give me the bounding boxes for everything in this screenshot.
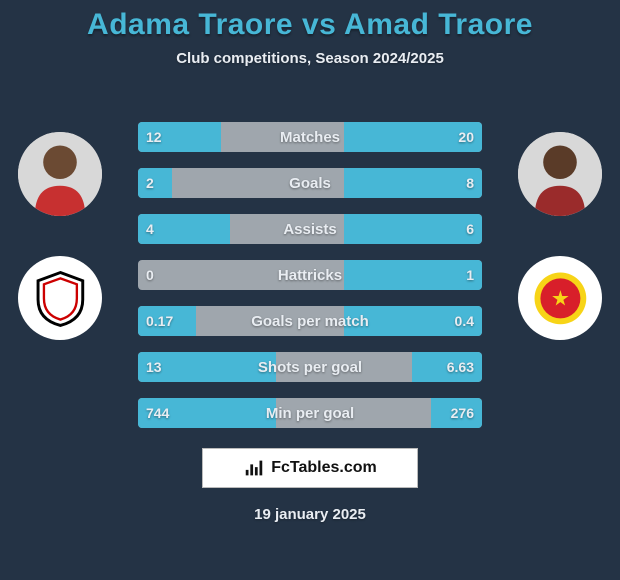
bar-center-label: Min per goal	[138, 398, 482, 428]
bar-row: 28Goals	[138, 168, 482, 198]
subtitle: Club competitions, Season 2024/2025	[0, 50, 620, 67]
player-left-avatar	[18, 132, 102, 216]
page-title: Adama Traore vs Amad Traore	[0, 8, 620, 42]
shield-icon	[531, 269, 590, 328]
shield-icon	[31, 269, 90, 328]
bar-row: 1220Matches	[138, 122, 482, 152]
chart-icon	[243, 457, 265, 479]
club-left-badge	[18, 256, 102, 340]
footer-date: 19 january 2025	[0, 506, 620, 523]
bar-center-label: Hattricks	[138, 260, 482, 290]
bar-center-label: Shots per goal	[138, 352, 482, 382]
club-right-badge	[518, 256, 602, 340]
player-right-avatar	[518, 132, 602, 216]
bar-center-label: Matches	[138, 122, 482, 152]
bar-row: 744276Min per goal	[138, 398, 482, 428]
comparison-card: Adama Traore vs Amad Traore Club competi…	[0, 0, 620, 580]
bar-row: 136.63Shots per goal	[138, 352, 482, 382]
brand-text: FcTables.com	[271, 459, 377, 477]
bar-row: 01Hattricks	[138, 260, 482, 290]
brand-badge: FcTables.com	[202, 448, 418, 488]
bar-row: 0.170.4Goals per match	[138, 306, 482, 336]
bar-center-label: Goals	[138, 168, 482, 198]
bar-center-label: Goals per match	[138, 306, 482, 336]
person-icon	[18, 132, 102, 216]
bar-row: 46Assists	[138, 214, 482, 244]
person-icon	[518, 132, 602, 216]
bar-center-label: Assists	[138, 214, 482, 244]
comparison-bars: 1220Matches 28Goals 46Assists 01Hattricks 0.…	[138, 122, 482, 444]
